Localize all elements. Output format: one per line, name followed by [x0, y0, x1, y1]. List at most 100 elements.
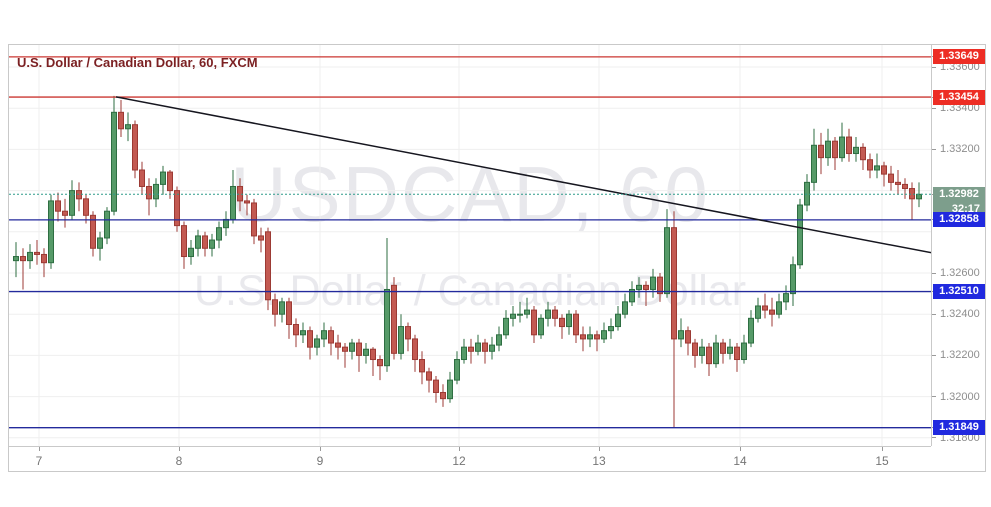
candle-body-down [552, 309, 558, 319]
candle-body-down [132, 124, 138, 171]
candle-body-down [139, 169, 145, 187]
candle-body-down [307, 330, 313, 348]
candle-body-up [475, 342, 481, 352]
candle-body-up [853, 146, 859, 155]
price-tick-label: 1.33200 [940, 143, 980, 156]
time-tick-dash [599, 447, 600, 451]
candle-body-down [286, 301, 292, 325]
time-axis[interactable]: 7 8 9 12 13 14 15 [9, 446, 931, 471]
time-label-9: 9 [316, 454, 324, 468]
candle-body-up [384, 288, 390, 367]
time-label-12: 12 [452, 454, 466, 468]
candle-body-down [685, 330, 691, 344]
candle-body-up [636, 284, 642, 290]
price-tick-dash [932, 313, 936, 315]
candle-body-down [55, 200, 61, 212]
candle-body-down [559, 317, 565, 328]
candle-body-up [300, 330, 306, 336]
time-tick-dash [179, 447, 180, 451]
chart-pane[interactable]: USDCAD, 60 U.S. Dollar / Canadian Dollar… [9, 45, 931, 446]
time-tick-dash [459, 447, 460, 451]
price-badge-1.33649: 1.33649 [933, 49, 985, 65]
candle-body-down [468, 346, 474, 352]
candle-body-down [244, 200, 250, 204]
candle-body-down [818, 144, 824, 159]
candle-body-down [433, 379, 439, 393]
candle-body-down [146, 185, 152, 200]
candle-body-down [657, 276, 663, 295]
candle-body-down [118, 111, 124, 130]
candle-body-down [258, 235, 264, 241]
candle-body-up [755, 305, 761, 319]
time-label-8: 8 [175, 454, 183, 468]
price-tick-dash [932, 107, 936, 109]
price-badge-1.32510: 1.32510 [933, 284, 985, 300]
time-label-13: 13 [592, 454, 606, 468]
time-label-15: 15 [875, 454, 889, 468]
candle-body-down [90, 214, 96, 249]
candle-body-up [97, 237, 103, 249]
candle-body-up [566, 313, 572, 328]
candle-body-down [181, 225, 187, 258]
candle-body-up [363, 348, 369, 356]
price-tick-label: 1.32200 [940, 349, 980, 362]
time-label-7: 7 [35, 454, 43, 468]
candle-body-down [762, 305, 768, 311]
candle-body-up [664, 227, 670, 295]
candle-body-up [279, 301, 285, 315]
candlestick-chart[interactable] [9, 45, 931, 446]
trendline[interactable] [115, 96, 931, 254]
candle-body-down [202, 235, 208, 249]
candle-body-up [790, 264, 796, 295]
candle-body-down [412, 338, 418, 361]
candle-body-down [237, 185, 243, 202]
chart-widget: USDCAD, 60 U.S. Dollar / Canadian Dollar… [8, 44, 986, 472]
candle-body-up [125, 124, 131, 130]
candle-body-down [832, 140, 838, 159]
candle-body-up [629, 288, 635, 303]
candle-body-down [62, 210, 68, 216]
candle-body-up [496, 334, 502, 346]
candle-body-up [713, 342, 719, 365]
candle-body-up [727, 346, 733, 354]
candle-body-down [370, 348, 376, 361]
time-tick-dash [39, 447, 40, 451]
candle-body-up [748, 317, 754, 344]
candle-body-down [573, 313, 579, 336]
candle-body-down [706, 346, 712, 365]
candle-body-up [230, 185, 236, 220]
candle-body-down [167, 171, 173, 192]
candle-body-down [335, 342, 341, 348]
candle-body-up [650, 276, 656, 290]
candle-body-down [720, 342, 726, 354]
price-tick-label: 1.32000 [940, 390, 980, 403]
price-tick-dash [932, 148, 936, 150]
candle-body-up [216, 227, 222, 241]
candle-body-down [265, 231, 271, 301]
candle-body-up [111, 111, 117, 212]
candle-body-up [349, 342, 355, 352]
candle-body-down [174, 190, 180, 227]
price-axis[interactable]: 1.33600 1.33400 1.33200 1.32600 1.32400 1.322… [931, 45, 985, 446]
candle-body-up [622, 301, 628, 315]
candle-body-down [909, 188, 915, 200]
candle-body-up [188, 247, 194, 258]
candle-body-up [741, 342, 747, 361]
candle-body-up [783, 293, 789, 303]
candle-body-up [489, 344, 495, 352]
candle-body-down [895, 181, 901, 185]
candle-body-down [881, 165, 887, 175]
candle-body-up [916, 193, 922, 200]
candle-body-down [643, 284, 649, 290]
candle-body-up [839, 136, 845, 159]
candle-body-down [580, 334, 586, 340]
candle-body-up [699, 346, 705, 356]
candle-body-up [27, 251, 33, 262]
time-tick-dash [320, 447, 321, 451]
price-tick-label: 1.32600 [940, 267, 980, 279]
candle-body-up [321, 330, 327, 340]
candle-body-down [419, 359, 425, 373]
candle-body-down [293, 324, 299, 336]
candle-body-down [356, 342, 362, 356]
candle-body-up [398, 326, 404, 354]
